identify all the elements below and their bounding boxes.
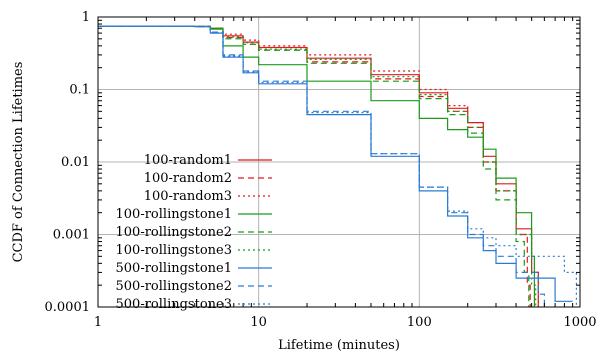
series-line-100-rollingstone1 [98,25,536,307]
y-tick-label: 0.01 [61,155,90,170]
x-axis-title: Lifetime (minutes) [278,338,400,353]
y-axis-title: CCDF of Connection Lifetimes [11,62,26,263]
legend-label: 100-random2 [144,171,232,186]
y-tick-label: 0.0001 [45,300,91,315]
legend-label: 500-rollingstone1 [116,261,232,276]
plot-frame [97,16,581,308]
series-line-100-random3 [98,25,539,307]
y-tick-label: 0.001 [53,228,90,243]
legend-label: 100-random3 [144,189,232,204]
series-line-500-rollingstone3 [98,25,578,307]
legend-label: 500-rollingstone2 [116,279,232,294]
legend-label: 100-rollingstone3 [116,243,232,258]
legend: 100-random1 100-random2 100-random3 100-rol… [116,153,272,312]
legend-label: 100-random1 [144,153,232,168]
series-line-100-rollingstone3 [98,25,537,307]
x-tick-label: 1000 [563,315,596,330]
axis-ticks: 1 10 100 1000 1 0.1 0.01 0.001 0.0001 [45,10,597,330]
series-line-500-rollingstone1 [98,25,573,302]
x-tick-label: 10 [250,315,267,330]
series-lines [98,25,578,307]
y-tick-label: 0.1 [69,83,90,98]
x-tick-label: 1 [94,315,102,330]
legend-label: 100-rollingstone1 [116,207,232,222]
legend-label: 500-rollingstone3 [116,297,232,312]
x-tick-label: 100 [407,315,432,330]
legend-label: 100-rollingstone2 [116,225,232,240]
y-tick-label: 1 [82,10,90,25]
